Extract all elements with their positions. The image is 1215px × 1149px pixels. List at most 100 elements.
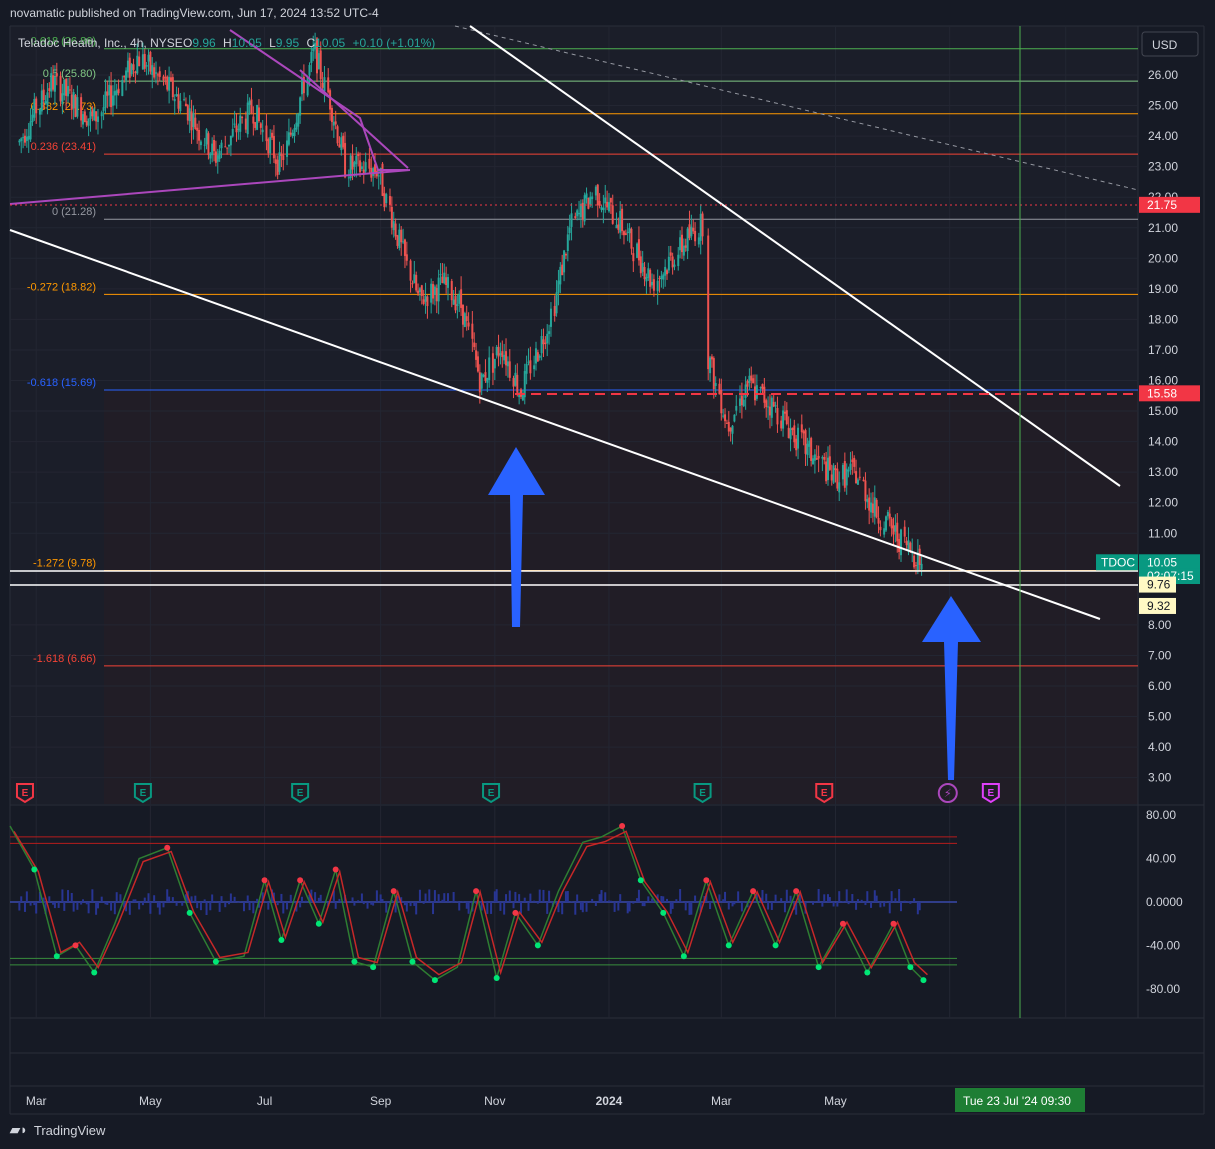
- candle-body: [559, 266, 562, 285]
- pennant-edge-line[interactable]: [299, 69, 409, 169]
- candle-body: [85, 121, 88, 126]
- earnings-e-glyph: E: [297, 788, 304, 799]
- candle-body: [91, 109, 94, 117]
- axes: 26.0025.0024.0023.0022.0021.0020.0019.00…: [26, 68, 1183, 1112]
- candle-body: [289, 132, 292, 135]
- candle-body: [190, 111, 193, 131]
- earnings-markers[interactable]: E E E E E E ⚡ E: [15, 783, 1000, 804]
- candle-body: [323, 77, 326, 92]
- candle-body: [810, 438, 813, 461]
- candle-body: [115, 90, 118, 96]
- candle-body: [892, 525, 895, 535]
- osc-signal-line: [9, 824, 924, 982]
- candlestick-series: [18, 32, 923, 576]
- candle-body: [525, 363, 528, 374]
- osc-buy-dot: [31, 866, 38, 873]
- fib-level-label: -1.618 (6.66): [33, 653, 96, 665]
- candle-body: [727, 421, 730, 432]
- price-axis-tick: 14.00: [1148, 435, 1178, 449]
- candle-body: [403, 239, 406, 256]
- candle-body: [669, 252, 672, 256]
- candle-body: [35, 98, 38, 114]
- candle-body: [96, 116, 99, 122]
- candle-body: [871, 503, 874, 513]
- candle-body: [600, 207, 603, 210]
- candle-body: [198, 129, 201, 141]
- osc-sell-dot: [332, 866, 339, 873]
- arrow-up-right: [922, 596, 981, 780]
- candle-body: [456, 304, 459, 306]
- candle-body: [518, 393, 521, 398]
- candle-body: [834, 468, 837, 471]
- candle-body: [130, 64, 133, 75]
- candle-body: [632, 253, 635, 262]
- crosshair-time-label: Tue 23 Jul '24 09:30: [963, 1094, 1071, 1108]
- candle-body: [714, 383, 717, 387]
- osc-sell-dot: [839, 920, 846, 927]
- candle-body: [767, 406, 770, 408]
- candle-body: [555, 292, 558, 314]
- osc-sell-dot: [793, 888, 800, 895]
- osc-buy-dot: [534, 942, 541, 949]
- price-axis-tick: 11.00: [1148, 526, 1177, 540]
- earnings-bolt-icon: [937, 783, 958, 803]
- candle-body: [826, 457, 829, 481]
- candle-body: [175, 94, 178, 97]
- legend-symbol[interactable]: Teladoc Health, Inc., 4h, NYSE: [18, 36, 183, 50]
- osc-sell-dot: [703, 877, 710, 884]
- candle-body: [791, 427, 794, 430]
- price-label-box: [1139, 576, 1176, 593]
- candle-body: [420, 285, 423, 297]
- candle-body: [241, 117, 244, 119]
- time-axis-tick: Nov: [484, 1094, 505, 1108]
- currency-button[interactable]: [1141, 31, 1199, 57]
- pennant-base-line[interactable]: [9, 169, 411, 205]
- candle-body: [121, 79, 124, 96]
- candle-body: [207, 133, 210, 155]
- price-axis-tick: 17.00: [1148, 343, 1178, 357]
- price-label-text: 9.32: [1147, 599, 1171, 613]
- candle-body: [422, 299, 425, 304]
- candle-body: [566, 234, 569, 251]
- candle-body: [246, 102, 249, 135]
- candle-body: [282, 155, 285, 161]
- candle-body: [205, 129, 208, 145]
- candle-body: [868, 497, 871, 511]
- candle-body: [460, 289, 463, 308]
- osc-buy-dot: [920, 977, 927, 984]
- candle-body: [855, 471, 858, 484]
- lower-trendline[interactable]: [9, 229, 1101, 620]
- candle-body: [61, 93, 64, 105]
- osc-buy-dot: [907, 964, 914, 971]
- candle-body: [136, 55, 139, 74]
- candle-body: [697, 237, 700, 245]
- candle-body: [388, 196, 391, 205]
- candle-body: [450, 281, 453, 301]
- candle-body: [883, 528, 886, 535]
- candle-body: [417, 290, 420, 294]
- candle-body: [327, 77, 330, 93]
- candle-body: [68, 89, 71, 91]
- arrow-up-left: [488, 447, 545, 627]
- candle-body: [20, 138, 23, 142]
- candle-body: [486, 377, 489, 383]
- candle-body: [797, 427, 800, 449]
- candle-body: [183, 99, 186, 101]
- price-axis-tick: 21.00: [1148, 221, 1178, 235]
- osc-buy-dot: [370, 964, 377, 971]
- candle-body: [821, 457, 824, 459]
- candle-body: [587, 197, 590, 209]
- candle-body: [265, 125, 268, 142]
- candle-body: [278, 152, 281, 172]
- crosshair-time-box: [955, 1088, 1085, 1112]
- candle-body: [722, 415, 725, 417]
- candle-body: [914, 565, 917, 567]
- time-axis-tick: Sep: [370, 1094, 392, 1108]
- candle-body: [55, 73, 58, 77]
- candle-body: [158, 71, 161, 77]
- upper-trendline[interactable]: [469, 25, 1121, 487]
- pennant-drawing[interactable]: [229, 29, 408, 171]
- candle-body: [688, 224, 691, 239]
- candle-body: [233, 123, 236, 125]
